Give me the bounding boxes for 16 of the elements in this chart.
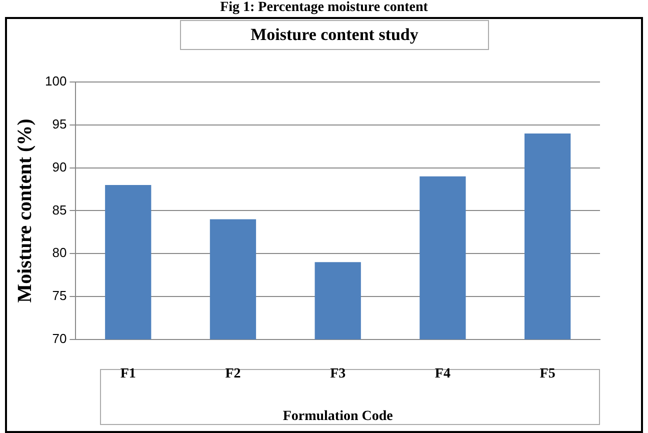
y-tick-label: 75	[52, 288, 67, 304]
y-tick-label: 100	[44, 74, 67, 89]
y-axis-title: Moisture content (%)	[14, 118, 36, 303]
y-tick-label: 80	[52, 245, 67, 260]
chart-subtitle: Moisture content study	[180, 20, 489, 50]
x-tick-label: F4	[434, 366, 450, 382]
x-tick-label: F5	[540, 366, 556, 382]
chart-title: Fig 1: Percentage moisture content	[219, 0, 429, 16]
y-tick-label: 90	[52, 159, 67, 174]
x-tick-label: F2	[225, 366, 241, 382]
x-axis-title: Formulation Code	[282, 409, 393, 424]
x-tick-label: F3	[330, 366, 346, 382]
y-tick-label: 85	[52, 202, 67, 218]
y-tick-label: 95	[52, 116, 67, 132]
x-tick-label: F1	[120, 366, 136, 382]
y-tick-label: 70	[52, 330, 67, 346]
